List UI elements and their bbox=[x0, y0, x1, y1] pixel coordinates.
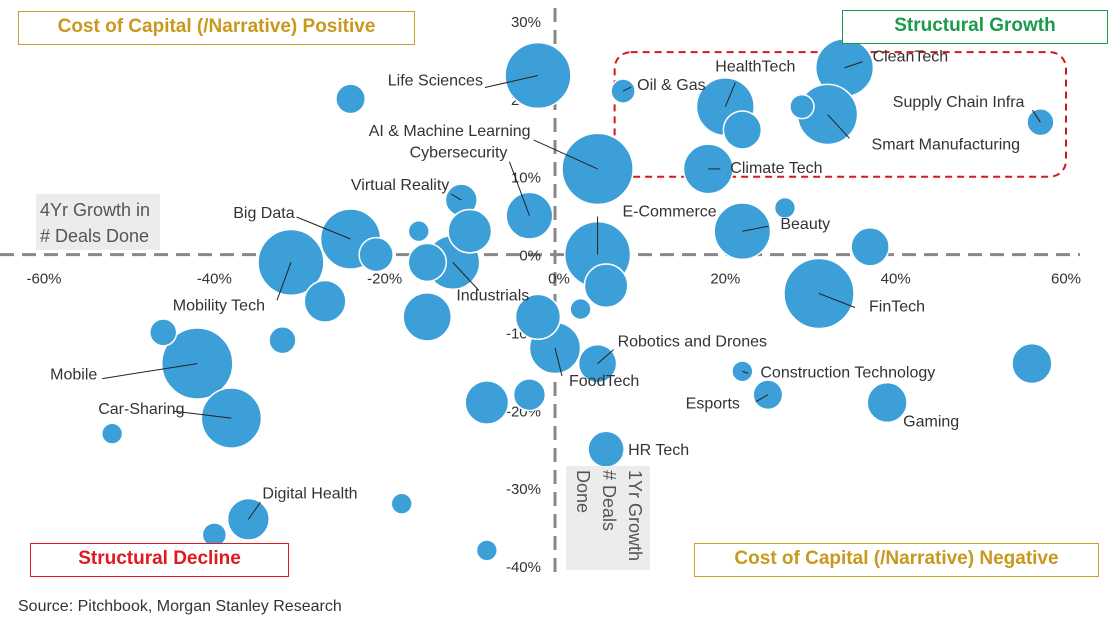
label-oil-gas: Oil & Gas bbox=[637, 77, 705, 94]
x-tick-label: -20% bbox=[367, 271, 402, 288]
label-car-sharing: Car-Sharing bbox=[98, 401, 184, 418]
leader-line bbox=[247, 501, 261, 520]
label-hr-tech: HR Tech bbox=[628, 442, 689, 459]
bubble bbox=[100, 422, 124, 445]
label-mobility-tech: Mobility Tech bbox=[173, 297, 265, 314]
y-axis-title: 4Yr Growth in # Deals Done bbox=[36, 194, 160, 250]
label-industrials: Industrials bbox=[456, 287, 529, 304]
label-robotics-and-drones: Robotics and Drones bbox=[618, 334, 767, 351]
leader-line bbox=[622, 86, 632, 92]
bubble bbox=[447, 208, 493, 254]
label-cleantech: CleanTech bbox=[873, 49, 949, 66]
label-gaming: Gaming bbox=[903, 414, 959, 431]
bubble bbox=[583, 263, 629, 309]
leader-line bbox=[452, 262, 480, 291]
leader-line bbox=[451, 193, 462, 201]
y-tick-label: 0% bbox=[519, 248, 541, 265]
label-climate-tech: Climate Tech bbox=[730, 160, 822, 177]
x-tick-label: 40% bbox=[881, 271, 911, 288]
bubble-car-sharing bbox=[200, 387, 263, 449]
label-big-data: Big Data bbox=[233, 205, 294, 222]
leader-line bbox=[276, 262, 292, 301]
label-healthtech: HealthTech bbox=[715, 59, 795, 76]
label-life-sciences: Life Sciences bbox=[388, 73, 483, 90]
x-tick-label: 20% bbox=[710, 271, 740, 288]
leader-line bbox=[742, 225, 769, 232]
y-tick-label: 30% bbox=[511, 14, 541, 31]
leader-line bbox=[296, 216, 351, 240]
bubble bbox=[335, 83, 367, 115]
bubble bbox=[475, 539, 499, 562]
x-axis-title: 1Yr Growth # Deals Done bbox=[573, 470, 645, 562]
x-tick-label: -40% bbox=[197, 271, 232, 288]
label-smart-manufacturing: Smart Manufacturing bbox=[872, 136, 1021, 153]
leader-line bbox=[533, 139, 598, 170]
label-supply-chain-infra: Supply Chain Infra bbox=[893, 94, 1025, 111]
quadrant-label-bottom-left: Structural Decline bbox=[30, 543, 289, 577]
bubble bbox=[303, 279, 347, 323]
leader-line bbox=[827, 114, 850, 139]
bubble bbox=[789, 93, 815, 120]
x-tick-label: 0% bbox=[548, 271, 570, 288]
leader-line bbox=[818, 293, 856, 308]
y-tick-label: -40% bbox=[506, 559, 541, 576]
x-tick-label: 60% bbox=[1051, 271, 1081, 288]
bubble-gaming bbox=[866, 381, 908, 424]
bubble bbox=[512, 378, 547, 412]
bubble bbox=[722, 110, 763, 150]
bubble-ai-machine-learning bbox=[561, 132, 634, 206]
bubble bbox=[514, 293, 562, 341]
leader-line bbox=[508, 161, 530, 216]
leader-line bbox=[724, 82, 736, 107]
leader-line bbox=[844, 61, 863, 69]
bubble bbox=[1011, 342, 1053, 385]
bubble bbox=[407, 220, 430, 243]
label-fintech: FinTech bbox=[869, 299, 925, 316]
leader-line bbox=[554, 347, 563, 377]
label-cybersecurity: Cybersecurity bbox=[410, 145, 508, 162]
bubble bbox=[773, 196, 797, 220]
y-tick-label: -30% bbox=[506, 481, 541, 498]
label-beauty: Beauty bbox=[780, 216, 830, 233]
leader-line bbox=[742, 370, 749, 374]
quadrant-label-top-right: Structural Growth bbox=[842, 10, 1108, 44]
quadrant-label-top-left: Cost of Capital (/Narrative) Positive bbox=[18, 11, 415, 45]
source-note: Source: Pitchbook, Morgan Stanley Resear… bbox=[18, 598, 342, 615]
leader-line bbox=[484, 75, 539, 88]
label-mobile: Mobile bbox=[50, 367, 97, 384]
bubble bbox=[390, 492, 413, 515]
bubble bbox=[402, 292, 453, 342]
label-ai-machine-learning: AI & Machine Learning bbox=[369, 123, 531, 140]
bubble-beauty bbox=[713, 202, 772, 261]
bubble bbox=[407, 242, 447, 283]
label-esports: Esports bbox=[686, 396, 740, 413]
bubble-construction-technology bbox=[731, 360, 754, 383]
label-virtual-reality: Virtual Reality bbox=[351, 177, 449, 194]
bubble-hr-tech bbox=[587, 430, 625, 468]
leader-line bbox=[1032, 109, 1041, 123]
bubble bbox=[850, 227, 890, 267]
bubble bbox=[358, 236, 394, 273]
label-digital-health: Digital Health bbox=[262, 485, 357, 502]
y-tick-label: 10% bbox=[511, 170, 541, 187]
label-e-commerce: E-Commerce bbox=[622, 204, 716, 221]
bubble bbox=[464, 380, 510, 425]
bubble bbox=[569, 297, 592, 321]
leader-line bbox=[102, 363, 198, 380]
bubble bbox=[149, 318, 178, 347]
leader-line bbox=[597, 349, 614, 364]
label-construction-technology: Construction Technology bbox=[760, 364, 935, 381]
leader-line bbox=[755, 394, 769, 403]
leader-line bbox=[173, 410, 232, 419]
label-foodtech: FoodTech bbox=[569, 373, 639, 390]
bubble-supply-chain-infra bbox=[1026, 108, 1055, 137]
quadrant-label-bottom-right: Cost of Capital (/Narrative) Negative bbox=[694, 543, 1099, 577]
bubble bbox=[268, 326, 297, 355]
x-tick-label: -60% bbox=[26, 271, 61, 288]
x-axis-title-box: 1Yr Growth # Deals Done bbox=[566, 466, 650, 570]
